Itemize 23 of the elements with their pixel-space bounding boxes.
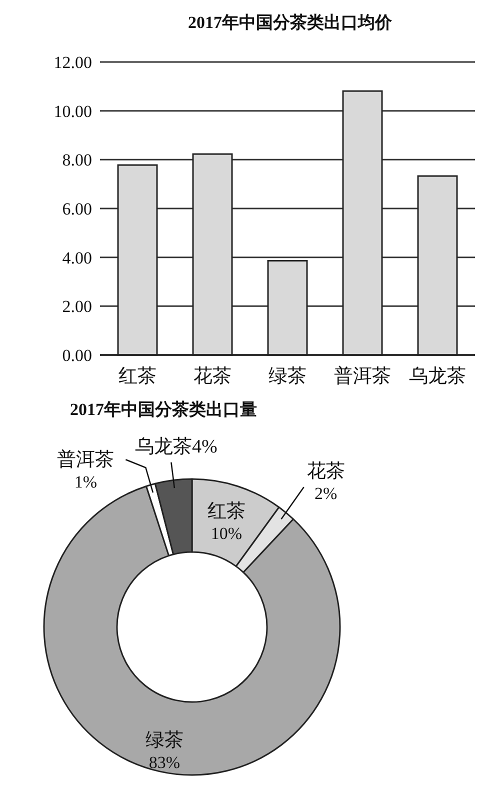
y-tick-label: 12.00 <box>54 53 92 72</box>
x-tick-label: 红茶 <box>118 366 156 387</box>
y-tick-label: 8.00 <box>62 150 92 170</box>
chart-title: 2017年中国分茶类出口量 <box>70 400 257 419</box>
y-tick-label: 4.00 <box>62 248 92 268</box>
slice-label: 普洱茶 <box>57 448 114 471</box>
data-label: 83% <box>148 752 180 772</box>
x-tick-label: 普洱茶 <box>334 365 391 387</box>
y-tick-label: 10.00 <box>54 102 92 121</box>
y-tick-label: 0.00 <box>62 346 92 365</box>
data-label: 2% <box>314 484 338 504</box>
y-tick-label: 6.00 <box>62 200 92 218</box>
x-tick-label: 花茶 <box>194 366 232 387</box>
data-label: 10% <box>210 524 242 543</box>
slice-label: 红茶 <box>207 500 246 522</box>
y-tick-label: 2.00 <box>62 297 92 316</box>
x-tick-label: 乌龙茶 <box>409 366 466 387</box>
data-label: 1% <box>74 472 98 492</box>
slice-label: 乌龙茶4% <box>135 436 218 458</box>
slice-label: 绿茶 <box>146 730 184 751</box>
x-tick-label: 绿茶 <box>268 366 306 387</box>
chart-title: 2017年中国分茶类出口均价 <box>188 13 393 32</box>
slice-label: 花茶 <box>306 461 345 482</box>
